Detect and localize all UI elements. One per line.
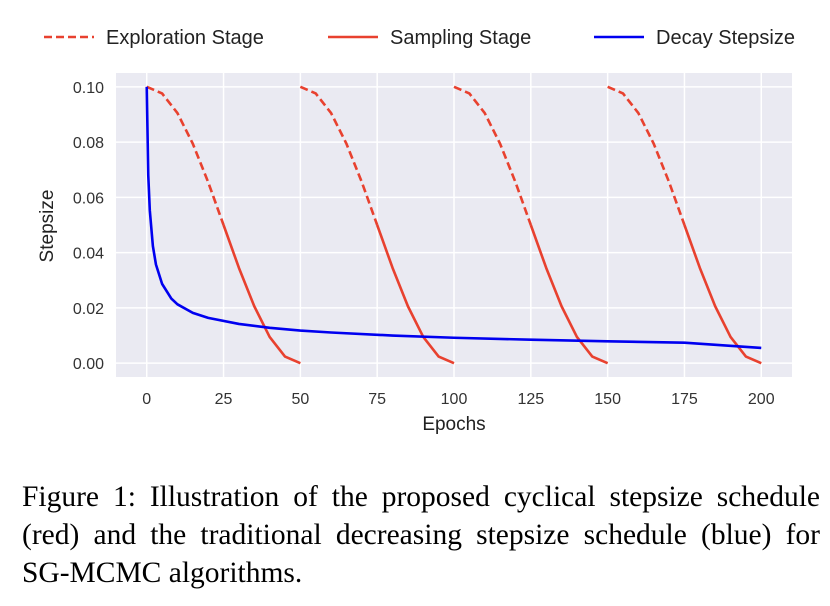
y-tick-label: 0.10	[73, 80, 104, 97]
x-tick-label: 175	[671, 391, 698, 408]
x-axis-label: Epochs	[422, 414, 485, 435]
y-tick-label: 0.02	[73, 301, 104, 318]
y-tick-label: 0.08	[73, 135, 104, 152]
series-lines	[145, 85, 762, 365]
y-tick-label: 0.06	[73, 190, 104, 207]
x-tick-label: 25	[215, 391, 233, 408]
y-tick-label: 0.04	[73, 246, 104, 263]
y-axis-ticks: 0.00 0.02 0.04 0.06 0.08 0.10	[73, 80, 104, 373]
legend-label: Exploration Stage	[106, 27, 264, 49]
series-line-0	[299, 85, 379, 226]
x-tick-label: 100	[441, 391, 468, 408]
series-line-1	[375, 224, 455, 365]
x-tick-label: 50	[291, 391, 309, 408]
series-line-1	[222, 224, 301, 365]
stepsize-chart: Exploration Stage Sampling Stage Decay Ste…	[37, 27, 795, 435]
series-line-1	[683, 224, 762, 365]
y-axis-label: Stepsize	[37, 190, 58, 263]
x-tick-label: 125	[517, 391, 544, 408]
x-tick-label: 150	[594, 391, 621, 408]
x-tick-label: 0	[142, 391, 151, 408]
legend-label: Decay Stepsize	[656, 27, 795, 49]
legend-label: Sampling Stage	[390, 27, 531, 49]
x-axis-ticks: 0 25 50 75 100 125 150 175 200	[142, 391, 774, 408]
y-tick-label: 0.00	[73, 356, 104, 373]
x-tick-label: 200	[748, 391, 775, 408]
figure-caption: Figure 1: Illustration of the proposed c…	[22, 481, 820, 589]
series-line-0	[607, 85, 686, 226]
legend: Exploration Stage Sampling Stage Decay Ste…	[44, 27, 795, 49]
series-line-1	[529, 224, 609, 365]
series-line-2	[145, 86, 762, 350]
x-tick-label: 75	[368, 391, 386, 408]
series-line-0	[453, 85, 533, 226]
series-line-0	[146, 85, 225, 226]
